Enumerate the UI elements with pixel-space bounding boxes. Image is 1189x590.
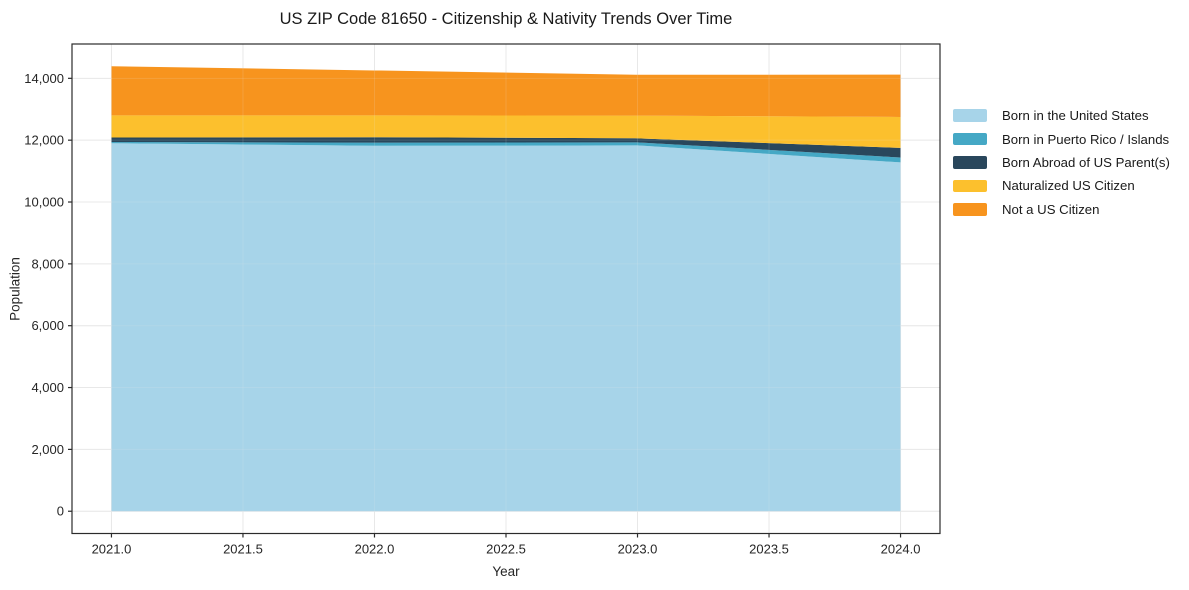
- legend-item: Not a US Citizen: [953, 198, 1170, 221]
- x-tick-label: 2022.0: [355, 542, 395, 557]
- x-tick-label: 2022.5: [486, 542, 526, 557]
- area-series-3: [111, 115, 901, 148]
- y-tick-label: 0: [57, 504, 64, 519]
- legend-label: Born in Puerto Rico / Islands: [1002, 131, 1170, 147]
- legend-label: Naturalized US Citizen: [1002, 178, 1135, 194]
- legend-swatch: [953, 132, 987, 146]
- legend-item: Born in Puerto Rico / Islands: [953, 127, 1170, 150]
- legend-swatch: [953, 156, 987, 169]
- x-tick-label: 2023.0: [618, 542, 658, 557]
- chart-title: US ZIP Code 81650 - Citizenship & Nativi…: [279, 10, 733, 28]
- y-tick-label: 12,000: [24, 133, 64, 148]
- legend-swatch: [953, 109, 987, 122]
- legend-item: Born in the United States: [953, 104, 1170, 127]
- x-tick-label: 2021.0: [92, 542, 132, 557]
- y-tick-label: 14,000: [24, 71, 64, 86]
- legend-label: Born in the United States: [1002, 108, 1149, 124]
- area-series-2: [111, 137, 901, 158]
- y-tick-label: 4,000: [31, 380, 64, 395]
- area-series-1: [111, 142, 901, 163]
- x-tick-label: 2021.5: [223, 542, 263, 557]
- x-tick-label: 2024.0: [881, 542, 921, 557]
- y-tick-label: 6,000: [31, 318, 64, 333]
- y-tick-label: 10,000: [24, 195, 64, 210]
- legend-swatch: [953, 203, 987, 216]
- x-tick-label: 2023.5: [749, 542, 789, 557]
- y-axis-label: Population: [7, 257, 23, 321]
- area-series-4: [111, 66, 901, 117]
- legend-swatch: [953, 179, 987, 193]
- legend-item: Born Abroad of US Parent(s): [953, 151, 1170, 174]
- x-axis-label: Year: [492, 564, 520, 579]
- y-tick-label: 8,000: [31, 256, 64, 271]
- legend-item: Naturalized US Citizen: [953, 174, 1170, 197]
- y-tick-label: 2,000: [31, 442, 64, 457]
- legend-label: Not a US Citizen: [1002, 201, 1100, 217]
- area-series-0: [111, 143, 901, 512]
- legend-label: Born Abroad of US Parent(s): [1002, 154, 1170, 170]
- legend: Born in the United States Born in Puerto …: [953, 104, 1170, 221]
